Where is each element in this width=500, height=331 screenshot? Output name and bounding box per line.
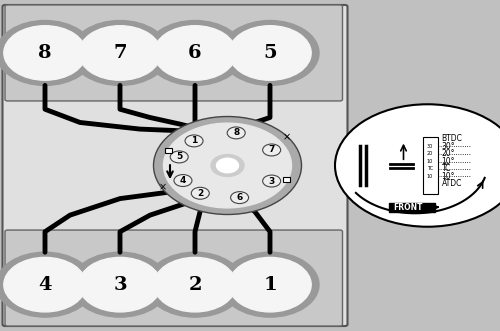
Circle shape <box>221 252 319 317</box>
Bar <box>422 137 438 195</box>
Text: 10: 10 <box>427 173 433 179</box>
Circle shape <box>174 174 192 186</box>
Text: 10°: 10° <box>442 157 455 166</box>
Text: 5: 5 <box>263 44 277 62</box>
Text: ATDC: ATDC <box>442 179 462 188</box>
FancyBboxPatch shape <box>2 5 348 326</box>
Circle shape <box>185 135 203 147</box>
Circle shape <box>230 192 248 204</box>
Text: 3: 3 <box>268 176 275 186</box>
Circle shape <box>335 104 500 227</box>
Bar <box>165 148 172 153</box>
Text: 2: 2 <box>188 276 202 294</box>
Text: TC: TC <box>442 164 451 173</box>
Circle shape <box>79 26 161 80</box>
Text: 7: 7 <box>113 44 127 62</box>
Circle shape <box>262 144 280 156</box>
Circle shape <box>227 127 245 139</box>
Bar <box>283 177 290 181</box>
Text: 20: 20 <box>427 151 433 157</box>
FancyBboxPatch shape <box>5 5 342 101</box>
Circle shape <box>154 258 236 312</box>
Bar <box>388 203 434 212</box>
Circle shape <box>262 175 280 187</box>
Text: 4: 4 <box>180 176 186 185</box>
Text: 30°: 30° <box>442 142 455 151</box>
Circle shape <box>146 252 244 317</box>
Text: 7: 7 <box>268 145 275 155</box>
Text: 6: 6 <box>236 193 242 202</box>
Circle shape <box>79 258 161 312</box>
Circle shape <box>211 155 244 176</box>
Circle shape <box>4 26 86 80</box>
Circle shape <box>216 158 238 173</box>
Text: BTDC: BTDC <box>442 134 462 143</box>
Text: 4: 4 <box>38 276 52 294</box>
Circle shape <box>71 21 169 85</box>
Text: 1: 1 <box>191 136 197 145</box>
Circle shape <box>229 258 311 312</box>
Circle shape <box>164 123 292 208</box>
Text: 30: 30 <box>427 144 433 149</box>
Circle shape <box>0 252 94 317</box>
Circle shape <box>229 26 311 80</box>
Text: 1: 1 <box>263 276 277 294</box>
Circle shape <box>0 21 94 85</box>
Circle shape <box>71 252 169 317</box>
Circle shape <box>170 151 188 163</box>
Text: ×: × <box>282 132 290 142</box>
Circle shape <box>4 258 86 312</box>
Circle shape <box>221 21 319 85</box>
Text: 8: 8 <box>38 44 52 62</box>
Text: 10: 10 <box>427 159 433 164</box>
Text: 8: 8 <box>233 128 239 137</box>
Text: 2: 2 <box>197 189 203 198</box>
Text: 6: 6 <box>188 44 202 62</box>
Text: 10°: 10° <box>442 171 455 181</box>
Circle shape <box>154 26 236 80</box>
Circle shape <box>192 187 210 199</box>
Text: 20°: 20° <box>442 149 455 159</box>
FancyBboxPatch shape <box>5 230 342 326</box>
Text: 5: 5 <box>176 153 182 162</box>
Text: 3: 3 <box>113 276 127 294</box>
Circle shape <box>146 21 244 85</box>
Text: FRONT: FRONT <box>393 203 422 212</box>
Text: TC: TC <box>427 166 433 171</box>
Circle shape <box>154 117 302 214</box>
Text: ×: × <box>158 182 166 192</box>
